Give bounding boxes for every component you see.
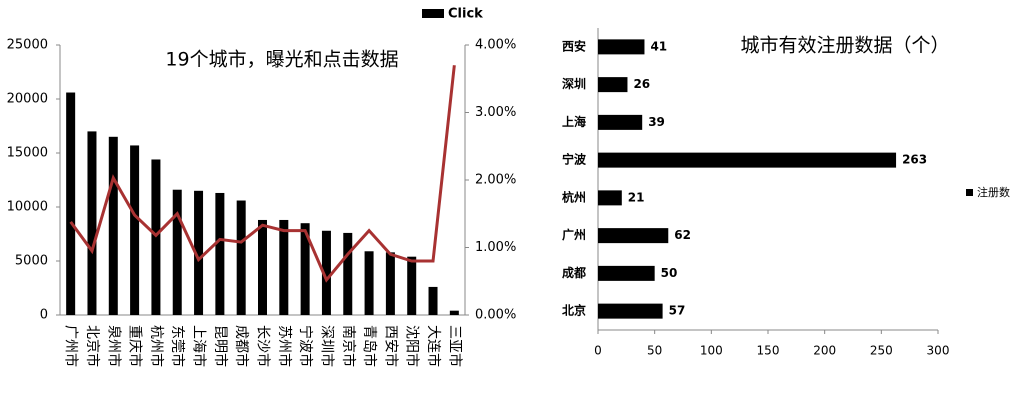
x-tick-label: 成都市 (233, 325, 250, 367)
y-tick-label: 5000 (15, 254, 48, 269)
line-series (69, 65, 456, 283)
legend-label: Click (448, 7, 483, 22)
value-label: 41 (650, 39, 667, 53)
y-tick-label: 深圳 (562, 76, 586, 91)
x-tick-label: 重庆市 (127, 325, 144, 367)
bar (279, 219, 289, 315)
x-tick-label: 长沙市 (255, 325, 272, 367)
x-tick-label: 北京市 (84, 325, 101, 367)
bar (428, 286, 438, 315)
chart-title: 城市有效注册数据（个） (740, 35, 949, 57)
value-label: 57 (669, 304, 686, 318)
value-label: 50 (661, 266, 678, 280)
bar (385, 252, 395, 315)
y2-tick-label: 3.00% (475, 105, 516, 120)
bar (598, 39, 645, 55)
legend-swatch (966, 189, 973, 196)
y-tick-label: 10000 (7, 200, 48, 215)
x-tick-label: 宁波市 (297, 325, 314, 367)
x-tick-label: 深圳市 (318, 325, 335, 367)
value-label: 263 (902, 153, 927, 167)
legend-swatch (422, 9, 444, 18)
bar (598, 265, 655, 281)
bar (598, 114, 643, 130)
y-tick-label: 广州 (562, 227, 586, 242)
value-label: 62 (674, 228, 691, 242)
x-tick-label: 大连市 (425, 325, 442, 367)
bar (321, 230, 331, 315)
bar (215, 192, 225, 315)
y-tick-label: 上海 (562, 114, 586, 129)
x-tick-label: 广州市 (63, 325, 80, 367)
value-label: 21 (628, 190, 645, 204)
y-tick-label: 宁波 (562, 152, 587, 167)
x-tick-label: 三亚市 (446, 325, 463, 367)
bar (598, 228, 669, 244)
x-tick-label: 泉州市 (105, 325, 122, 367)
bar (194, 190, 204, 315)
bar (364, 251, 374, 315)
x-tick-label: 苏州市 (276, 325, 293, 367)
y2-tick-label: 2.00% (475, 173, 516, 188)
bar (449, 310, 459, 315)
y-tick-label: 杭州 (562, 189, 586, 204)
bar (598, 190, 622, 206)
legend-label: 注册数 (977, 185, 1010, 199)
y-tick-label: 成都 (562, 265, 586, 280)
y2-tick-label: 4.00% (475, 38, 516, 53)
y-tick-label: 西安 (562, 38, 586, 53)
bar (407, 256, 417, 315)
bar (598, 152, 897, 168)
bar (66, 92, 76, 316)
y-tick-label: 北京 (562, 303, 586, 318)
x-tick-label: 东莞市 (169, 325, 186, 367)
bar (258, 219, 267, 315)
x-tick-label: 沈阳市 (404, 325, 421, 367)
bar (87, 131, 97, 315)
x-tick-label: 上海市 (191, 325, 208, 367)
y-tick-label: 15000 (7, 146, 48, 161)
bar (598, 303, 663, 319)
x-tick-label: 南京市 (340, 325, 357, 367)
bar (130, 145, 140, 315)
x-tick-label: 200 (813, 344, 836, 358)
x-tick-label: 100 (700, 344, 723, 358)
bar (172, 189, 182, 315)
x-tick-label: 0 (594, 344, 602, 358)
x-tick-label: 西安市 (382, 325, 399, 367)
x-tick-label: 250 (870, 344, 893, 358)
bar (108, 136, 118, 315)
y-tick-label: 25000 (7, 38, 48, 53)
x-tick-label: 50 (647, 344, 662, 358)
y-tick-label: 20000 (7, 92, 48, 107)
bar (343, 232, 353, 315)
x-tick-label: 昆明市 (212, 325, 229, 367)
value-label: 39 (648, 115, 665, 129)
y2-tick-label: 0.00% (475, 308, 516, 323)
x-tick-label: 150 (757, 344, 780, 358)
x-tick-label: 杭州市 (148, 325, 165, 367)
bar (300, 223, 310, 315)
x-tick-label: 300 (927, 344, 950, 358)
x-tick-label: 青岛市 (361, 325, 378, 367)
bar (236, 200, 246, 315)
y2-tick-label: 1.00% (475, 240, 516, 255)
bar (598, 77, 628, 93)
chart-title: 19个城市，曝光和点击数据 (165, 49, 398, 71)
value-label: 26 (633, 77, 650, 91)
y-tick-label: 0 (40, 308, 48, 323)
